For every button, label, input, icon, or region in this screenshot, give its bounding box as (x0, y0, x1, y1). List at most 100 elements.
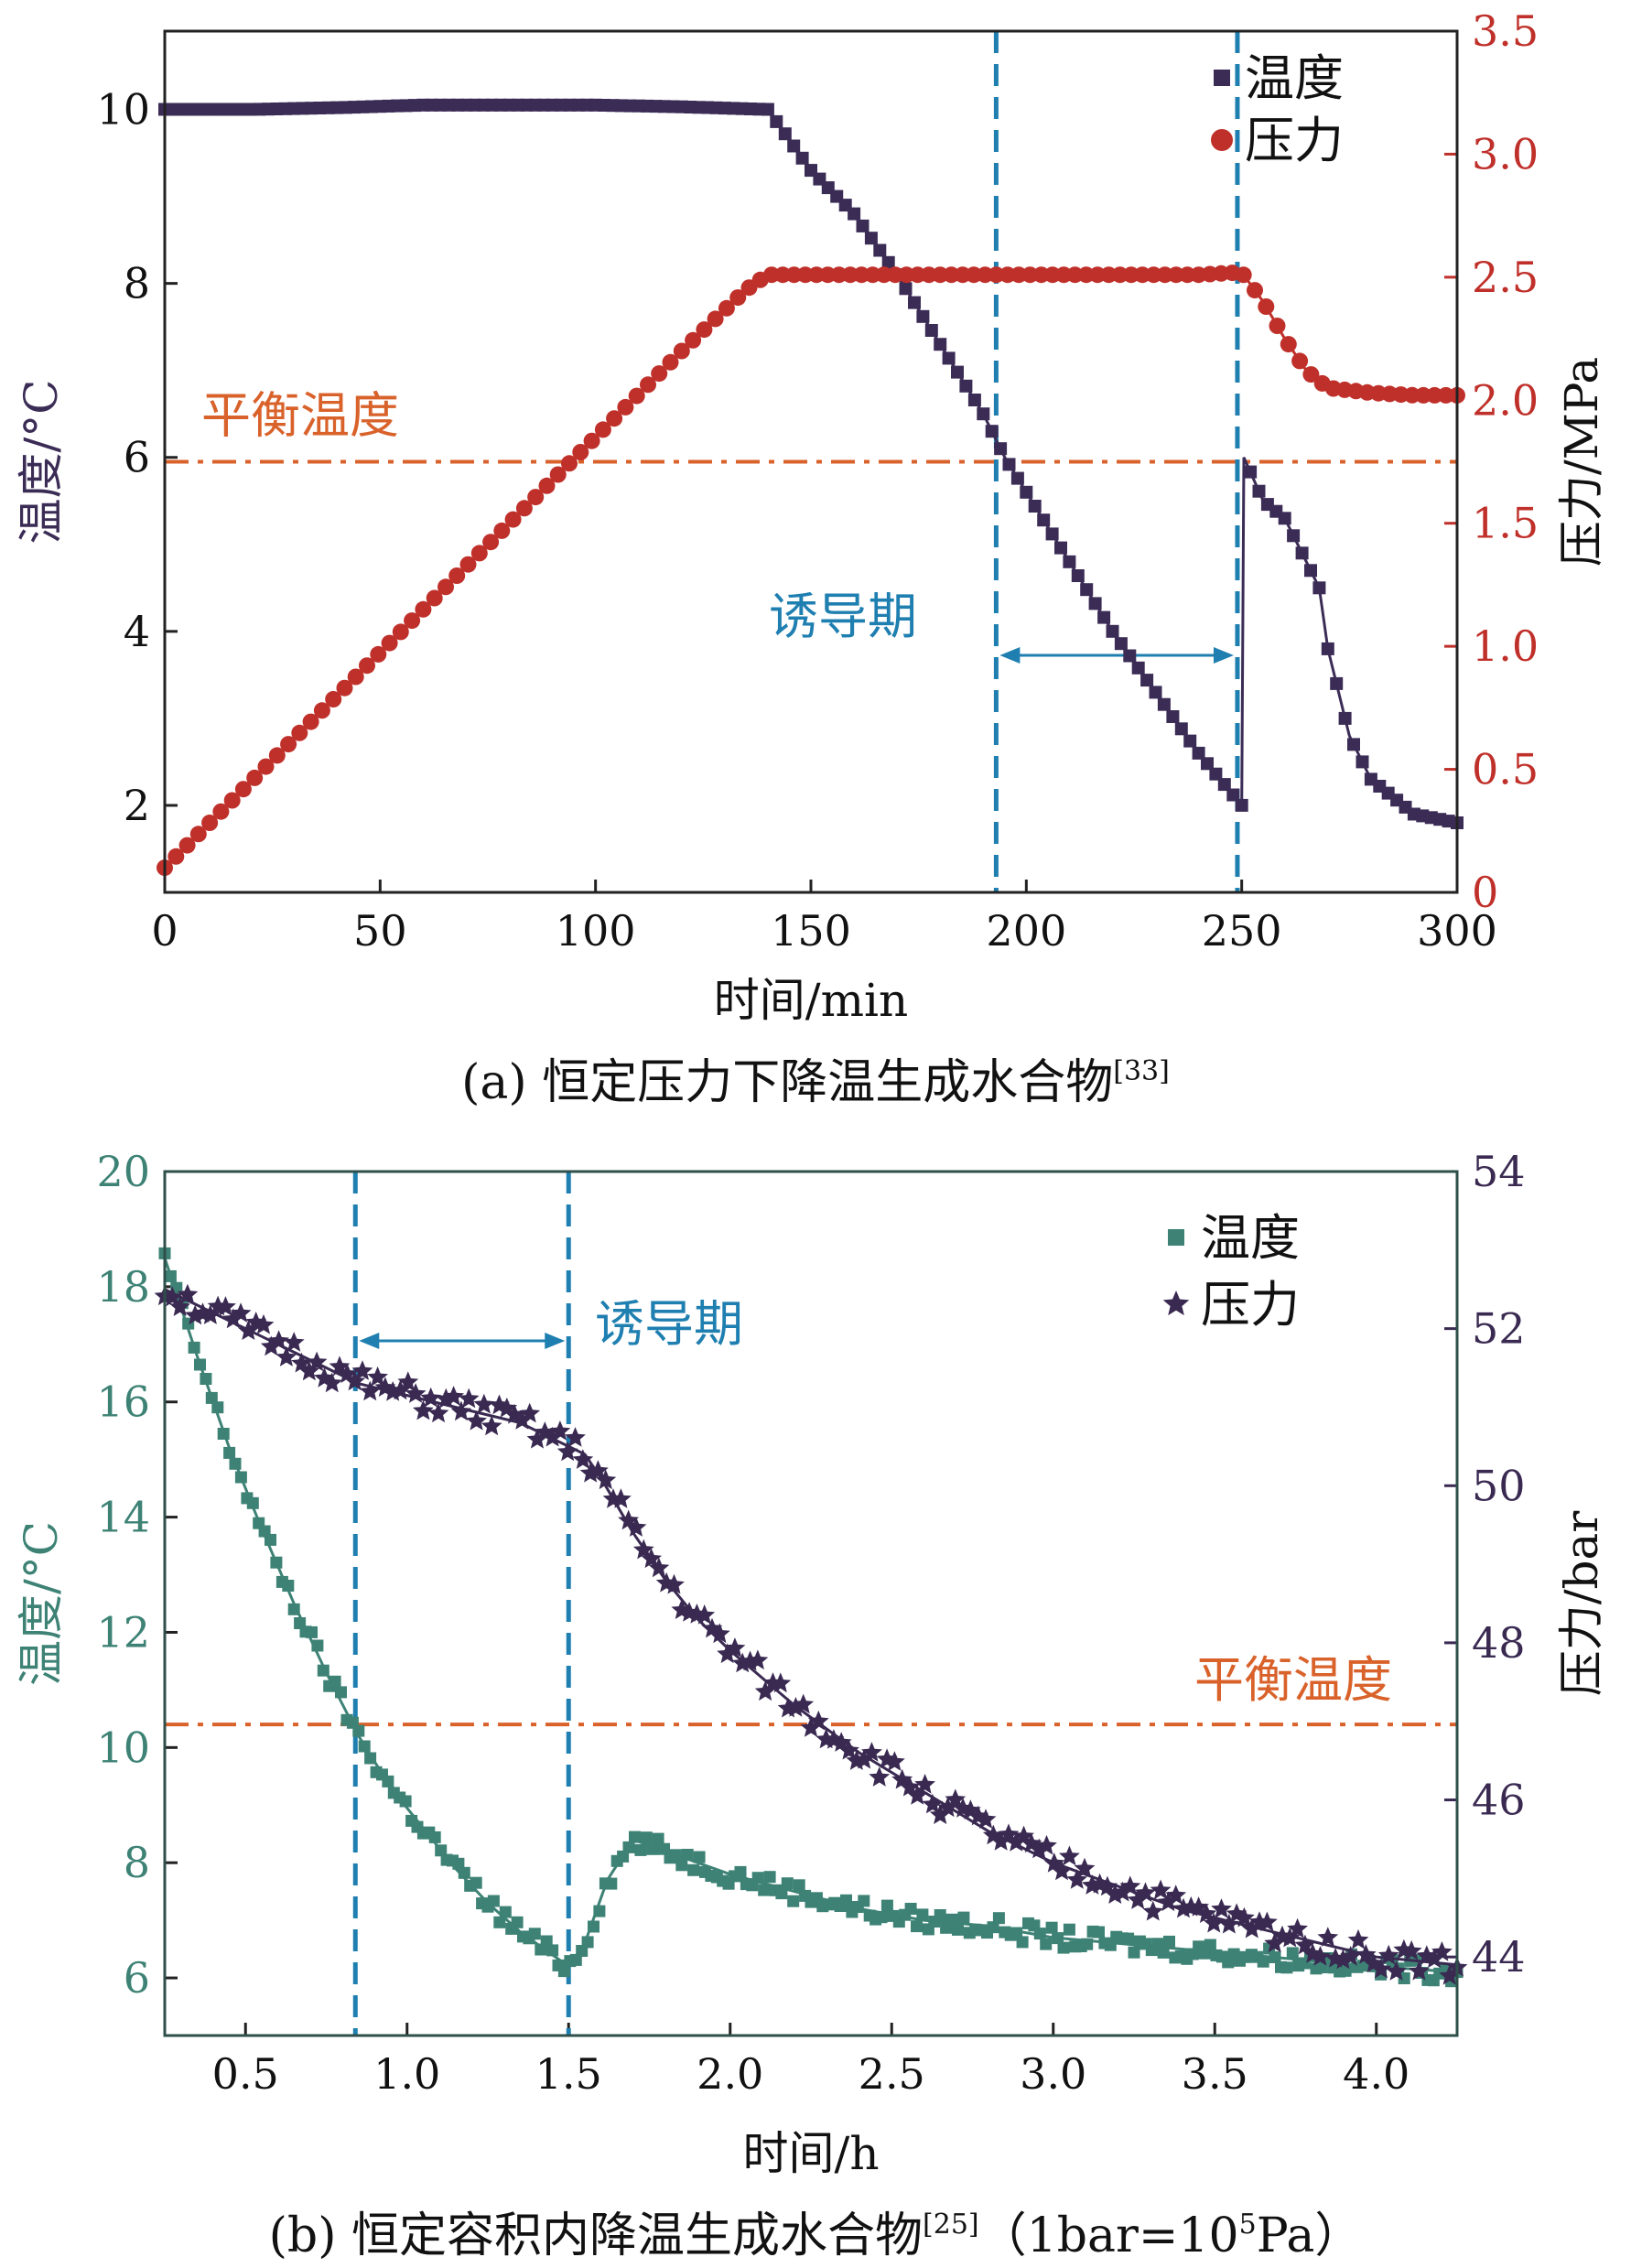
b-pressure-marker (466, 1409, 487, 1431)
b-pressure-marker (1218, 1913, 1240, 1934)
a-temperature-marker (916, 309, 930, 323)
a-pressure-marker (1010, 266, 1028, 284)
a-temperature-marker (1304, 564, 1317, 578)
b-temperature-marker (382, 1775, 394, 1787)
panel-a-caption-ref: [33] (1113, 1055, 1170, 1087)
b-pressure-marker (200, 1304, 221, 1324)
b-temperature-marker (499, 1906, 512, 1918)
panel-b-x-axis-title: 时间/h (742, 2127, 879, 2180)
a-pressure-marker (415, 600, 432, 618)
a-left-tick-label: 6 (124, 433, 150, 482)
a-temperature-marker (1244, 465, 1258, 479)
a-temperature-marker (1312, 581, 1326, 595)
b-temperature-marker (952, 1923, 964, 1936)
panel-a-legend-marker-pressure (1211, 129, 1233, 151)
b-temperature-marker (352, 1724, 365, 1737)
a-temperature-marker (1252, 484, 1266, 498)
a-temperature-marker (1157, 697, 1171, 711)
b-pressure-marker (427, 1402, 449, 1423)
b-pressure-marker (351, 1360, 373, 1380)
b-pressure-marker (1241, 1917, 1263, 1939)
b-temperature-marker (217, 1428, 230, 1440)
b-x-tick-label: 3.5 (1182, 2049, 1248, 2099)
b-left-tick-label: 6 (124, 1953, 150, 2003)
a-pressure-marker (819, 266, 837, 284)
a-temperature-marker (1045, 527, 1059, 541)
a-temperature-marker (1321, 642, 1334, 655)
b-temperature-marker (1016, 1936, 1029, 1949)
b-pressure-marker (450, 1400, 472, 1421)
a-temperature-marker (1278, 512, 1291, 525)
b-pressure-marker (664, 1573, 685, 1594)
a-temperature-marker (899, 282, 913, 296)
b-temperature-marker (1010, 1927, 1023, 1939)
panel-b-caption-note-suffix: Pa） (1257, 2209, 1363, 2263)
b-pressure-marker (1340, 1946, 1362, 1966)
b-temperature-marker (229, 1457, 242, 1470)
b-pressure-marker (1317, 1927, 1339, 1947)
a-temperature-marker (864, 232, 878, 245)
a-pressure-marker (1235, 266, 1252, 284)
b-temperature-marker (787, 1895, 800, 1907)
panel-a-legend: 温度 压力 (1211, 49, 1344, 169)
panel-b-caption-ref: [25] (923, 2209, 979, 2241)
b-pressure-marker (1310, 1946, 1331, 1966)
a-temperature-marker (1020, 485, 1033, 499)
a-pressure-marker (920, 266, 937, 284)
b-pressure-marker (770, 1672, 792, 1693)
b-temperature-marker (992, 1912, 1005, 1925)
a-pressure-marker (1134, 266, 1151, 284)
b-right-tick-label: 52 (1472, 1304, 1526, 1354)
panel-b-data (154, 1172, 1468, 2036)
b-pressure-marker (458, 1388, 480, 1409)
a-pressure-marker (404, 612, 421, 630)
b-temperature-marker (934, 1909, 946, 1921)
panel-b-plot-frame (163, 1170, 1459, 2037)
b-temperature-marker (1269, 1951, 1281, 1963)
b-x-tick-label: 0.5 (212, 2049, 279, 2099)
a-pressure-marker (707, 310, 724, 328)
b-pressure-marker (1059, 1845, 1080, 1866)
b-temperature-marker (335, 1686, 347, 1699)
b-temperature-marker (270, 1556, 283, 1569)
a-pressure-marker (1021, 266, 1039, 284)
a-x-tick-label: 300 (1417, 906, 1497, 956)
b-pressure-marker (1377, 1944, 1399, 1965)
b-right-tick-label: 48 (1472, 1618, 1526, 1668)
a-x-tick-label: 50 (353, 906, 407, 956)
a-right-tick-label: 2.5 (1472, 253, 1539, 302)
b-left-tick-label: 10 (96, 1723, 150, 1772)
b-temperature-marker (364, 1752, 377, 1765)
a-temperature-marker (770, 114, 783, 128)
b-temperature-marker (329, 1675, 341, 1688)
panel-b-ticks: 0.5 1.0 1.5 2.0 2.5 3.0 3.5 4.0 6 8 10 12 14 16 18 20 44… (96, 1147, 1525, 2099)
a-pressure-marker (1145, 266, 1162, 284)
a-pressure-marker (606, 410, 623, 427)
a-right-tick-label: 1.5 (1472, 499, 1539, 548)
b-temperature-marker (1257, 1955, 1269, 1968)
panel-a-caption: (a) 恒定压力下降温生成水合物[33] (461, 1055, 1170, 1110)
b-temperature-marker (793, 1879, 805, 1892)
a-temperature-marker (856, 219, 870, 232)
a-temperature-marker (881, 255, 895, 269)
b-pressure-marker (1127, 1889, 1149, 1909)
b-temperature-marker (646, 1842, 659, 1855)
panel-a-left-axis-title: 温度/°C (15, 379, 68, 544)
b-right-tick-label: 46 (1472, 1776, 1526, 1825)
b-x-tick-label: 1.5 (535, 2049, 602, 2099)
b-temperature-marker (435, 1844, 448, 1857)
a-temperature-marker (1010, 471, 1024, 485)
b-pressure-marker (306, 1351, 328, 1372)
b-left-tick-label: 8 (124, 1838, 150, 1887)
a-temperature-marker (1088, 597, 1102, 610)
a-pressure-marker (459, 556, 477, 573)
b-pressure-marker (283, 1332, 305, 1352)
a-pressure-marker (617, 398, 634, 416)
a-temperature-marker (1183, 734, 1197, 748)
panel-a-plot-frame (163, 29, 1459, 894)
a-temperature-marker (942, 351, 956, 365)
a-pressure-marker (718, 299, 735, 317)
a-right-tick-label: 1.0 (1472, 621, 1539, 671)
b-temperature-marker (493, 1916, 506, 1928)
